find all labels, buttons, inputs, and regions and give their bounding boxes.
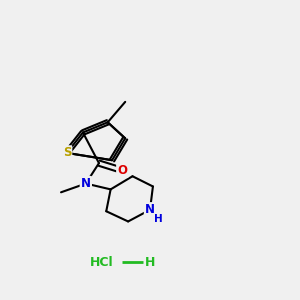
Text: H: H bbox=[145, 256, 155, 269]
Text: HCl: HCl bbox=[90, 256, 114, 269]
Text: S: S bbox=[63, 146, 71, 159]
Text: H: H bbox=[154, 214, 163, 224]
Text: N: N bbox=[81, 177, 91, 190]
Text: N: N bbox=[145, 203, 155, 216]
Text: O: O bbox=[117, 164, 127, 177]
